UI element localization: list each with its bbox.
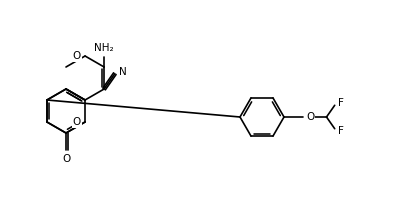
Text: O: O	[62, 153, 70, 164]
Text: O: O	[73, 117, 81, 127]
Text: F: F	[338, 98, 343, 108]
Text: O: O	[307, 112, 315, 122]
Text: NH₂: NH₂	[94, 43, 114, 53]
Text: N: N	[119, 67, 127, 77]
Text: F: F	[338, 126, 343, 136]
Text: O: O	[73, 51, 81, 61]
